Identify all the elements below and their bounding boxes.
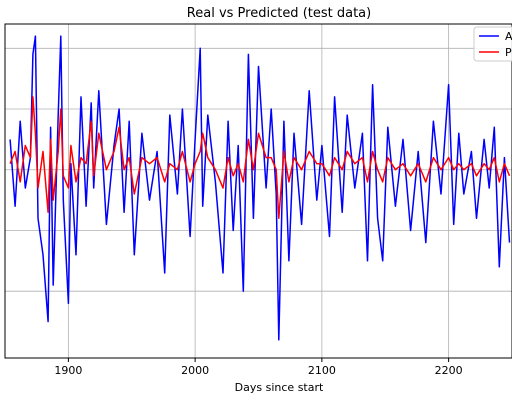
- legend-label: A: [505, 30, 512, 43]
- legend-label: P: [505, 46, 512, 59]
- x-tick-label: 2200: [435, 364, 463, 377]
- series-line-A: [10, 36, 509, 340]
- legend: AP: [474, 27, 512, 61]
- x-axis-ticks: 1900 2000 2100 2200: [54, 358, 462, 377]
- series-layer: [10, 36, 509, 340]
- series-line-P: [10, 97, 509, 218]
- chart-title: Real vs Predicted (test data): [187, 6, 371, 21]
- x-tick-label: 2000: [181, 364, 209, 377]
- x-axis-label: Days since start: [235, 381, 324, 394]
- x-tick-label: 2100: [308, 364, 336, 377]
- x-tick-label: 1900: [54, 364, 82, 377]
